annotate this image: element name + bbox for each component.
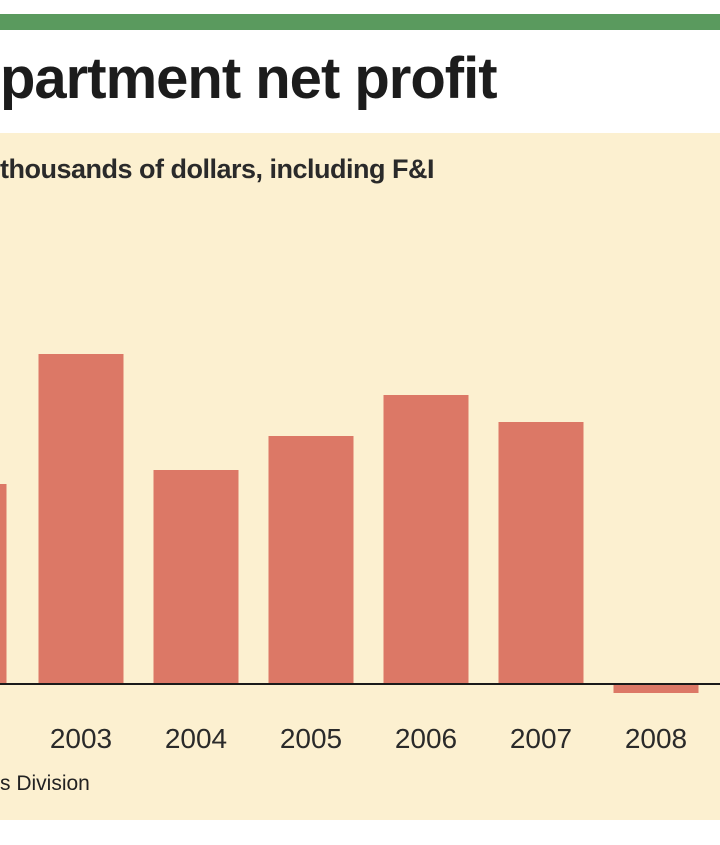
x-tick-label-2003: 2003 — [50, 723, 112, 754]
x-axis-ticks: 2003 2004 2005 2006 2007 2008 — [50, 723, 687, 754]
accent-bar — [0, 14, 720, 30]
chart-subtitle: thousands of dollars, including F&I — [0, 154, 435, 184]
x-tick-label-2007: 2007 — [510, 723, 572, 754]
bar-partial — [0, 484, 7, 684]
x-tick-label-2004: 2004 — [165, 723, 227, 754]
chart-title: partment net profit — [0, 46, 498, 111]
bar-2004 — [153, 470, 239, 684]
bar-2008 — [613, 685, 699, 693]
x-tick-label-2006: 2006 — [395, 723, 457, 754]
bars-group — [0, 354, 699, 693]
bar-2003 — [38, 354, 124, 684]
x-tick-label-2005: 2005 — [280, 723, 342, 754]
bar-2007 — [498, 422, 584, 684]
source-note: s Division — [0, 772, 90, 795]
bar-2006 — [383, 395, 469, 684]
x-tick-label-2008: 2008 — [625, 723, 687, 754]
bar-2005 — [268, 436, 354, 684]
